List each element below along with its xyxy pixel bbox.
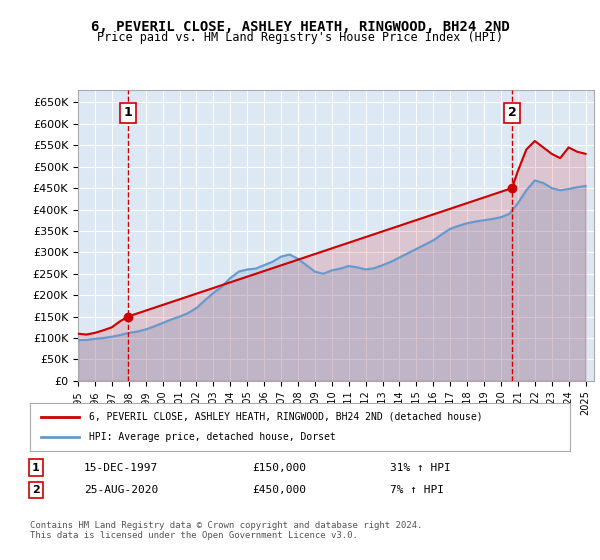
Text: HPI: Average price, detached house, Dorset: HPI: Average price, detached house, Dors… bbox=[89, 432, 336, 442]
Text: £450,000: £450,000 bbox=[252, 485, 306, 495]
Text: £150,000: £150,000 bbox=[252, 463, 306, 473]
Text: 31% ↑ HPI: 31% ↑ HPI bbox=[390, 463, 451, 473]
Text: 1: 1 bbox=[124, 106, 132, 119]
Text: Contains HM Land Registry data © Crown copyright and database right 2024.
This d: Contains HM Land Registry data © Crown c… bbox=[30, 521, 422, 540]
Text: 7% ↑ HPI: 7% ↑ HPI bbox=[390, 485, 444, 495]
Text: 1: 1 bbox=[32, 463, 40, 473]
Text: Price paid vs. HM Land Registry's House Price Index (HPI): Price paid vs. HM Land Registry's House … bbox=[97, 31, 503, 44]
Text: 6, PEVERIL CLOSE, ASHLEY HEATH, RINGWOOD, BH24 2ND (detached house): 6, PEVERIL CLOSE, ASHLEY HEATH, RINGWOOD… bbox=[89, 412, 483, 422]
Text: 2: 2 bbox=[508, 106, 517, 119]
Text: 25-AUG-2020: 25-AUG-2020 bbox=[84, 485, 158, 495]
Text: 6, PEVERIL CLOSE, ASHLEY HEATH, RINGWOOD, BH24 2ND: 6, PEVERIL CLOSE, ASHLEY HEATH, RINGWOOD… bbox=[91, 20, 509, 34]
Text: 15-DEC-1997: 15-DEC-1997 bbox=[84, 463, 158, 473]
Text: 2: 2 bbox=[32, 485, 40, 495]
